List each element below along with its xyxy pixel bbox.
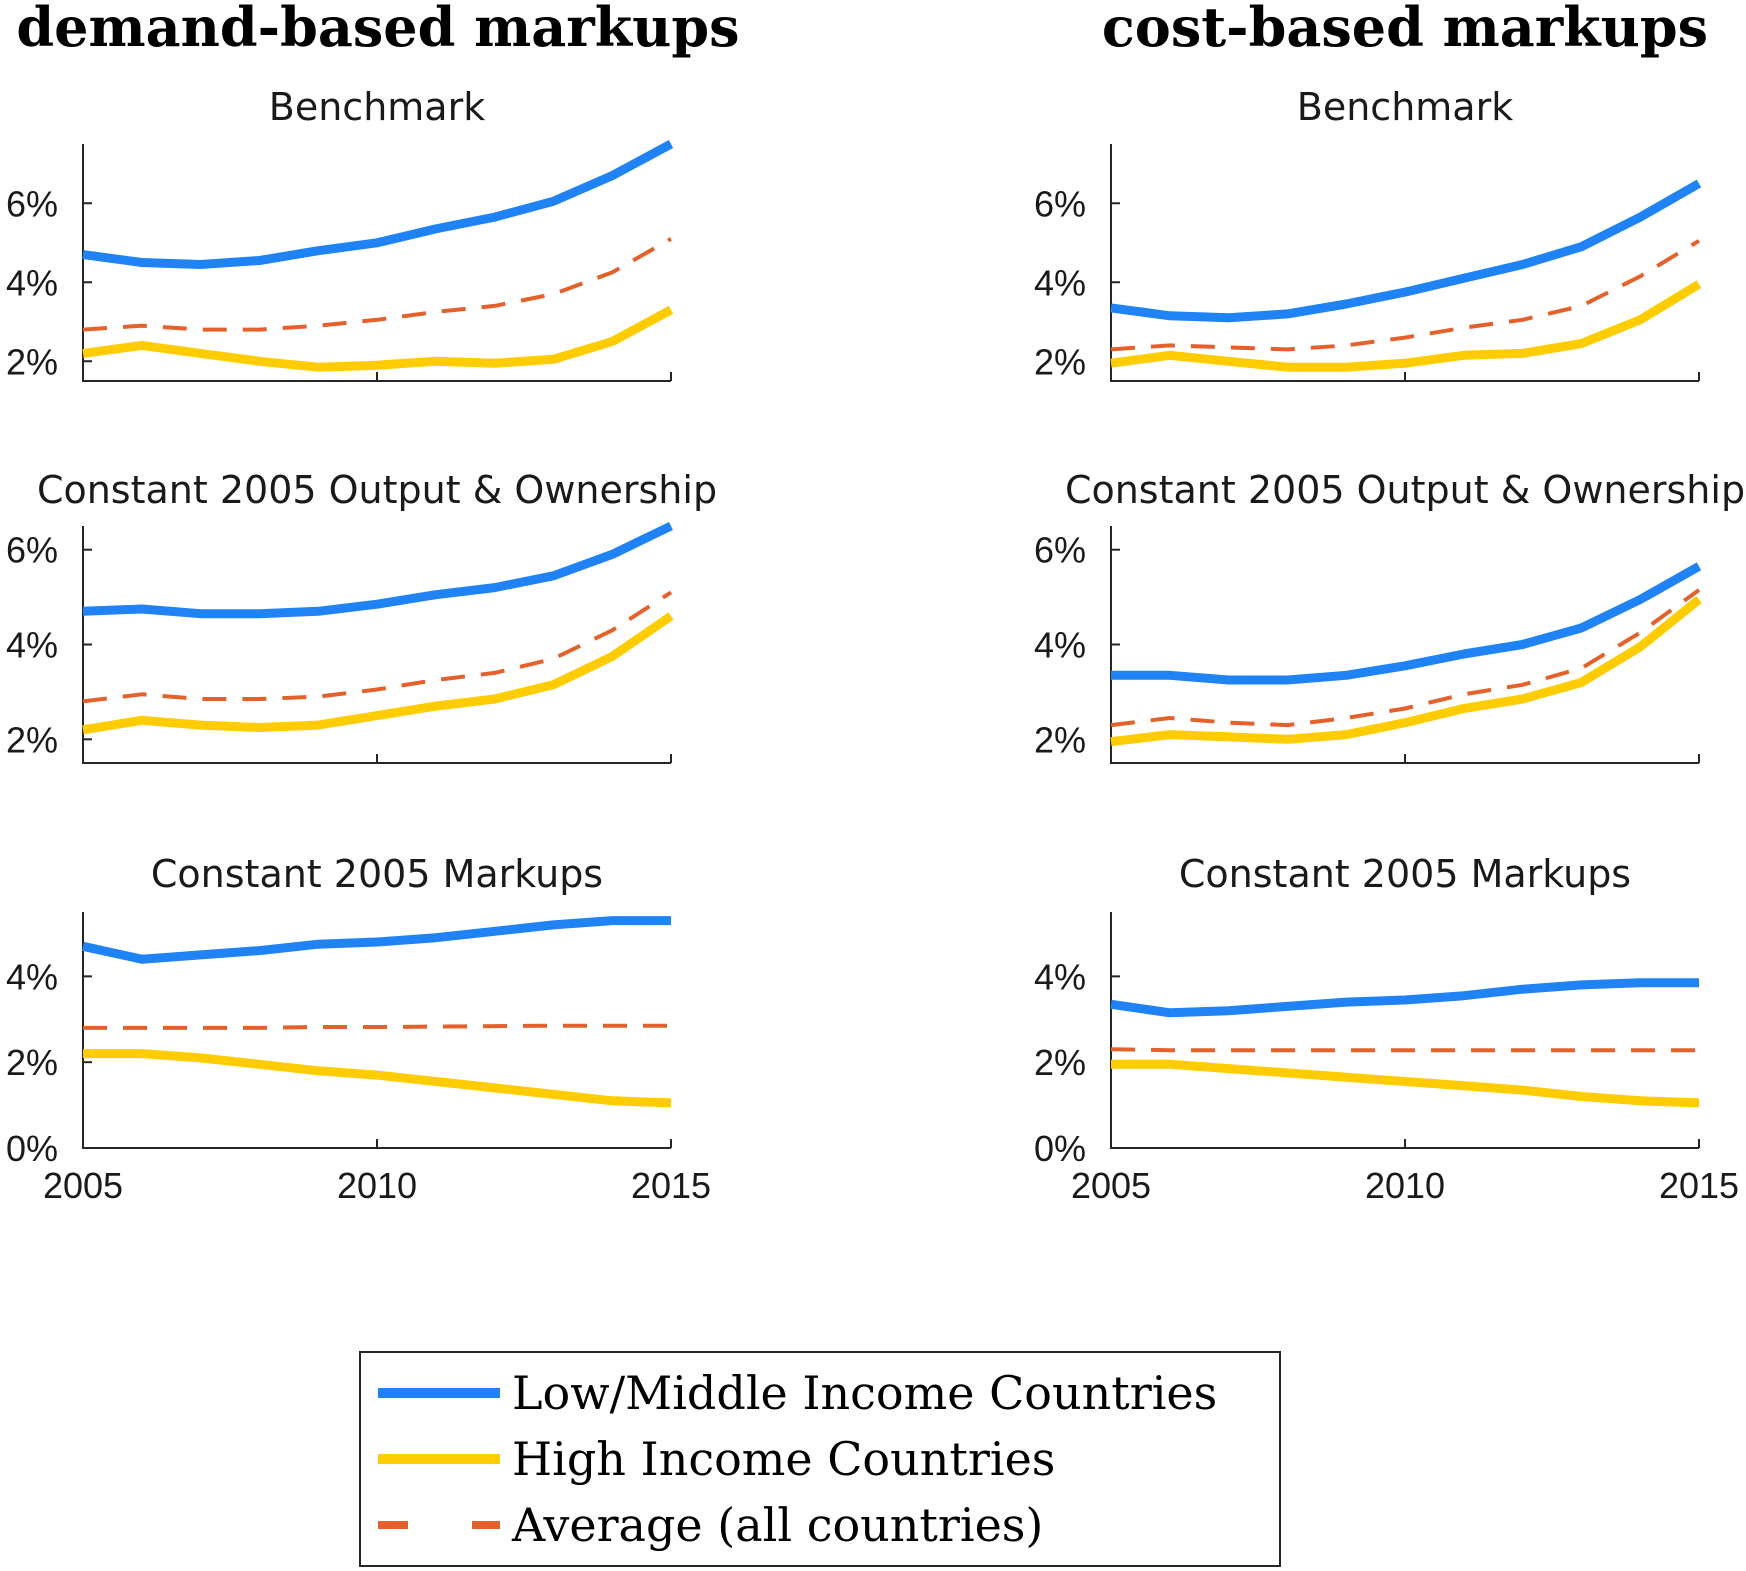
y-tick-label: 6% [6,530,58,571]
y-tick-label: 0% [1034,1128,1086,1169]
y-tick-label: 2% [6,719,58,760]
series-line-average [1110,588,1701,728]
y-tick-label: 4% [6,625,58,666]
x-tick-label: 2005 [1071,1165,1151,1206]
axes [1110,526,1699,764]
y-tick-label: 2% [1034,1042,1086,1083]
series-line-high [1110,280,1702,372]
x-tick-label: 2015 [1659,1165,1739,1206]
y-tick-label: 2% [6,1042,58,1083]
y-tick-label: 4% [1034,956,1086,997]
panel: Constant 2005 Output & Ownership 2% 4% 6% [1034,468,1745,764]
panel: Constant 2005 Markups 0% 2% 4% 2005 2010 2015 [1034,852,1739,1206]
y-tick-label: 2% [6,341,58,382]
panel-title: Constant 2005 Output & Ownership [1065,468,1745,512]
legend: Low/Middle Income Countries High Income … [359,1351,1281,1567]
x-tick-label: 2010 [337,1165,417,1206]
y-tick-label: 4% [1034,625,1086,666]
y-tick-label: 2% [1034,341,1086,382]
y-tick-label: 4% [6,956,58,997]
legend-label-average: Average (all countries) [511,1498,1043,1552]
panel: Constant 2005 Markups 0% 2% 4% 2005 2010 2015 [6,852,711,1206]
panel-title: Constant 2005 Markups [1179,852,1631,896]
panel: Benchmark 2% 4% 6% [1034,85,1702,382]
x-tick-label: 2010 [1365,1165,1445,1206]
axes [1110,912,1699,1149]
column-title-cost: cost-based markups [1102,0,1708,59]
panel-title: Benchmark [269,85,485,129]
y-tick-label: 6% [6,183,58,224]
x-tick-label: 2005 [43,1165,123,1206]
y-tick-label: 6% [1034,530,1086,571]
series-line-low-middle [1110,179,1702,323]
series-line-high [1110,595,1702,747]
x-tick-label: 2015 [631,1165,711,1206]
y-tick-label: 4% [1034,262,1086,303]
series-line-high [82,612,674,735]
series-line-high [83,1049,672,1108]
axes [82,912,671,1149]
panel-title: Benchmark [1297,85,1513,129]
y-tick-label: 6% [1034,183,1086,224]
legend-label-high: High Income Countries [512,1432,1055,1486]
series-line-average [1110,239,1701,352]
series-line-high [82,305,674,372]
y-tick-label: 0% [6,1128,58,1169]
y-tick-label: 4% [6,262,58,303]
series-line-low-middle [82,140,674,269]
series-line-high [1111,1059,1700,1108]
series-line-average [1110,1047,1699,1053]
series-line-average [82,590,673,704]
column-title-demand: demand-based markups [16,0,739,59]
series-line-low-middle [82,916,671,964]
panel-title: Constant 2005 Output & Ownership [37,468,717,512]
legend-box [359,1351,1281,1567]
panel-title: Constant 2005 Markups [151,852,603,896]
series-line-average [83,1023,671,1030]
panel: Benchmark 2% 4% 6% [6,85,674,382]
series-line-average [82,237,672,332]
y-tick-label: 2% [1034,719,1086,760]
panel: Constant 2005 Output & Ownership 2% 4% 6% [6,468,717,764]
legend-label-low-middle: Low/Middle Income Countries [512,1366,1217,1420]
series-line-low-middle [1110,978,1699,1018]
series-line-low-middle [82,521,673,619]
series-line-low-middle [1111,562,1702,685]
